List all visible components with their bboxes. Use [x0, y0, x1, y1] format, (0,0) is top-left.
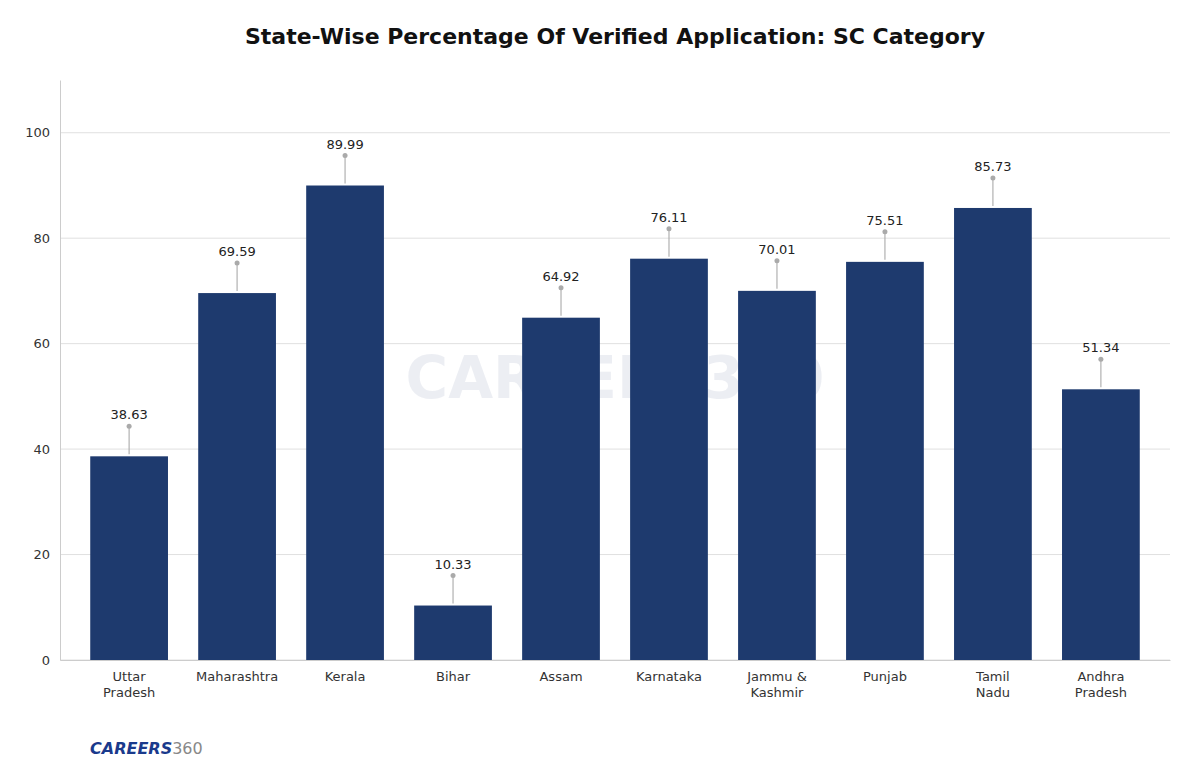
title: State-Wise Percentage Of Verified Applic… — [245, 24, 985, 49]
tick: Assam — [539, 669, 582, 684]
chart: 020406080100UttarPradeshMaharashtraKeral… — [0, 0, 1200, 770]
leader-dot — [774, 258, 779, 263]
bar — [414, 606, 492, 660]
tick-label: TamilNadu — [975, 669, 1010, 700]
grid-line — [60, 132, 1170, 133]
tick-label-line: Assam — [539, 669, 582, 684]
bar — [1062, 389, 1140, 660]
tick: 0 — [42, 653, 60, 668]
leader-dot — [451, 573, 456, 578]
tick: 60 — [33, 336, 60, 351]
tick: 20 — [33, 547, 60, 562]
leader-line — [1100, 359, 1101, 387]
tick-label: Assam — [539, 669, 582, 684]
tick: 80 — [33, 231, 60, 246]
leader-dot — [882, 229, 887, 234]
tick-label: UttarPradesh — [103, 669, 155, 700]
tick: Maharashtra — [196, 669, 278, 684]
leader-line — [452, 576, 453, 604]
data-label: 75.51 — [866, 213, 903, 228]
tick: UttarPradesh — [103, 669, 155, 700]
data-label: 10.33 — [434, 557, 471, 572]
tick-label: 40 — [33, 442, 50, 457]
tick: Kerala — [325, 669, 366, 684]
tick: 100 — [25, 125, 60, 140]
leader-line — [237, 263, 238, 291]
leader-dot — [1098, 357, 1103, 362]
tick-label-line: Tamil — [975, 669, 1010, 684]
data-label: 89.99 — [326, 137, 363, 152]
leader-line — [560, 288, 561, 316]
tick-label-line: Punjab — [863, 669, 907, 684]
bar — [954, 208, 1032, 660]
data-label: 38.63 — [110, 407, 147, 422]
bar — [738, 291, 816, 660]
tick-label-line: Bihar — [436, 669, 471, 684]
logo-part: CAREERS — [90, 739, 172, 758]
axis-line — [60, 81, 61, 661]
leader-line — [129, 426, 130, 454]
tick-label-line: Pradesh — [103, 685, 155, 700]
bars — [90, 186, 1140, 660]
tick-label: AndhraPradesh — [1075, 669, 1127, 700]
data-label: 69.59 — [218, 244, 255, 259]
leader-line — [992, 178, 993, 206]
leader-line — [776, 261, 777, 289]
tick-label: Karnataka — [636, 669, 702, 684]
tick-label-line: Pradesh — [1075, 685, 1127, 700]
tick-label-line: Uttar — [113, 669, 147, 684]
tick: TamilNadu — [975, 669, 1010, 700]
tick: Punjab — [863, 669, 907, 684]
tick-label: 80 — [33, 231, 50, 246]
tick-label-line: Karnataka — [636, 669, 702, 684]
tick: AndhraPradesh — [1075, 669, 1127, 700]
data-label: 85.73 — [974, 159, 1011, 174]
tick-label-line: Nadu — [976, 685, 1010, 700]
leader-dot — [343, 153, 348, 158]
tick-label: 100 — [25, 125, 50, 140]
tick: 40 — [33, 442, 60, 457]
leader-line — [668, 229, 669, 257]
logo: CAREERS360 — [90, 739, 203, 758]
tick-label-line: Kerala — [325, 669, 366, 684]
tick-label: 0 — [42, 653, 50, 668]
tick-label-line: Kashmir — [751, 685, 805, 700]
bar — [198, 293, 276, 660]
tick-label-line: Andhra — [1077, 669, 1124, 684]
tick-label: Bihar — [436, 669, 471, 684]
tick: Bihar — [436, 669, 471, 684]
tick: Jammu &Kashmir — [746, 669, 807, 700]
leader-dot — [235, 261, 240, 266]
x-axis: UttarPradeshMaharashtraKeralaBiharAssamK… — [61, 661, 1171, 700]
leader-dot — [127, 424, 132, 429]
tick-label: Punjab — [863, 669, 907, 684]
tick-label-line: Jammu & — [746, 669, 807, 684]
tick-label: 20 — [33, 547, 50, 562]
bar — [306, 186, 384, 660]
tick-label-line: Maharashtra — [196, 669, 278, 684]
tick-label: Kerala — [325, 669, 366, 684]
bar — [630, 259, 708, 660]
bar — [522, 318, 600, 660]
axis-line — [61, 660, 1171, 661]
data-label: 64.92 — [542, 269, 579, 284]
data-label: 51.34 — [1082, 340, 1119, 355]
tick-label: 60 — [33, 336, 50, 351]
y-axis: 0 20 40 60 80 100 — [25, 81, 60, 668]
leader-line — [345, 156, 346, 184]
leader-line — [884, 232, 885, 260]
tick: Karnataka — [636, 669, 702, 684]
leader-dot — [990, 175, 995, 180]
data-label: 70.01 — [758, 242, 795, 257]
tick-label: Jammu &Kashmir — [746, 669, 807, 700]
leader-dot — [666, 226, 671, 231]
bar — [90, 456, 168, 660]
plot: 020406080100UttarPradeshMaharashtraKeral… — [25, 81, 1170, 700]
grid — [60, 133, 1170, 660]
bar — [846, 262, 924, 660]
leader-dot — [559, 285, 564, 290]
logo-part: 360 — [172, 739, 203, 758]
tick-label: Maharashtra — [196, 669, 278, 684]
data-label: 76.11 — [650, 210, 687, 225]
